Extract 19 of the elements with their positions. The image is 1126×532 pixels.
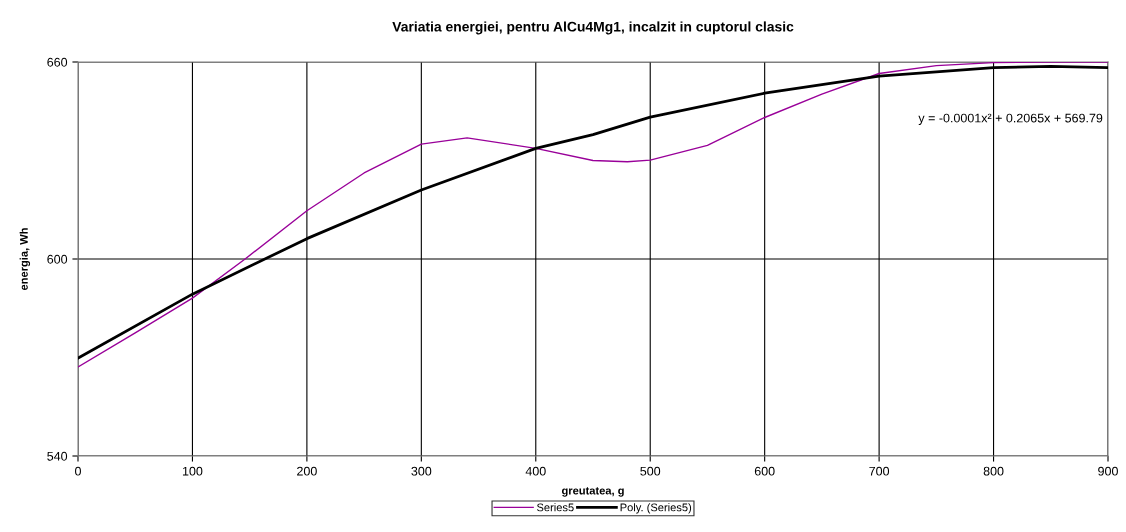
- x-tick-label: 100: [182, 466, 203, 476]
- chart-title: Variatia energiei, pentru AlCu4Mg1, incalzit in cuptorul clasic: [392, 21, 794, 35]
- x-tick-label: 600: [754, 466, 775, 476]
- y-tick-label: 540: [47, 451, 68, 461]
- x-tick-label: 400: [525, 466, 546, 476]
- annotation: y = -0.0001x² + 0.2065x + 569.79: [918, 113, 1103, 125]
- legend-label: Series5: [536, 503, 574, 512]
- x-tick-label: 300: [411, 466, 432, 476]
- x-tick-label: 0: [75, 466, 81, 476]
- x-tick-label: 200: [297, 466, 317, 476]
- y-axis-title: energia, Wh: [19, 228, 31, 291]
- x-tick-label: 700: [869, 466, 890, 476]
- x-tick-label: 500: [640, 466, 661, 476]
- legend-label: Poly. (Series5): [620, 503, 692, 514]
- y-tick-label: 600: [47, 254, 68, 264]
- y-tick-label: 660: [47, 57, 68, 67]
- x-tick-label: 900: [1098, 466, 1118, 476]
- x-tick-label: 800: [983, 466, 1004, 476]
- x-axis-title: greutatea, g: [561, 487, 624, 497]
